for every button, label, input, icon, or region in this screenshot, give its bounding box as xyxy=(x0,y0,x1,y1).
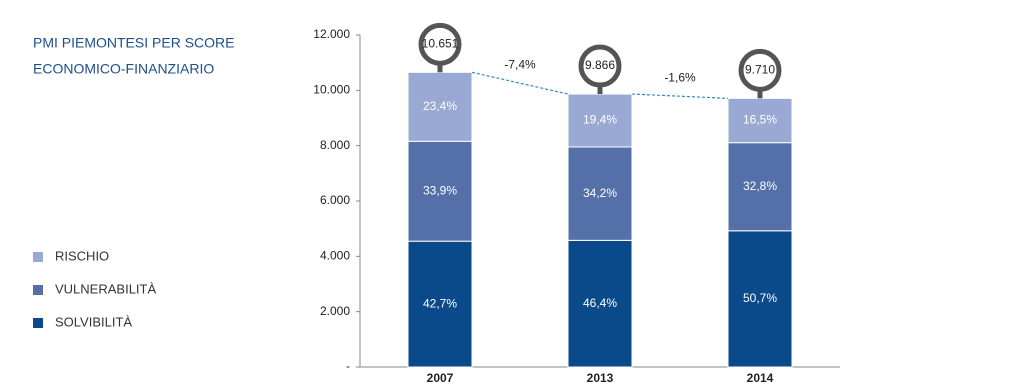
x-tick-label: 2007 xyxy=(427,371,454,385)
change-line xyxy=(631,93,729,99)
y-tick-label: 8.000 xyxy=(320,138,350,152)
total-label: 10.651 xyxy=(422,36,459,50)
legend-label: VULNERABILITÀ xyxy=(55,281,156,296)
data-label: 50,7% xyxy=(743,291,777,305)
bar-segment xyxy=(727,97,793,144)
chart-title: ECONOMICO-FINANZIARIO xyxy=(33,61,214,77)
bar-segment xyxy=(567,239,633,368)
data-label: 32,8% xyxy=(743,179,777,193)
change-line xyxy=(471,71,569,95)
change-label: -1,6% xyxy=(664,70,696,84)
legend-label: RISCHIO xyxy=(55,248,109,263)
y-tick-label: - xyxy=(346,359,350,373)
y-tick-label: 6.000 xyxy=(320,193,350,207)
y-tick-label: 12.000 xyxy=(313,27,350,41)
data-label: 23,4% xyxy=(423,99,457,113)
data-label: 34,2% xyxy=(583,186,617,200)
y-tick-label: 4.000 xyxy=(320,249,350,263)
bar-segment xyxy=(407,140,473,242)
legend-swatch xyxy=(33,285,43,295)
change-label: -7,4% xyxy=(504,57,536,71)
legend-swatch xyxy=(33,252,43,262)
total-bubble xyxy=(418,22,462,66)
chart-title: PMI PIEMONTESI PER SCORE xyxy=(33,35,234,51)
data-label: 33,9% xyxy=(423,183,457,197)
data-label: 42,7% xyxy=(423,296,457,310)
total-label: 9.710 xyxy=(745,63,775,77)
x-tick-label: 2013 xyxy=(587,371,614,385)
x-tick-label: 2014 xyxy=(747,371,774,385)
total-bubble xyxy=(738,48,782,92)
data-label: 16,5% xyxy=(743,113,777,127)
bar-segment xyxy=(567,146,633,241)
total-bubble xyxy=(578,44,622,88)
legend-label: SOLVIBILITÀ xyxy=(55,314,132,329)
y-tick-label: 2.000 xyxy=(320,304,350,318)
bar-segment xyxy=(727,142,793,232)
bar-segment xyxy=(407,71,473,142)
data-label: 19,4% xyxy=(583,113,617,127)
bar-segment xyxy=(407,240,473,368)
data-label: 46,4% xyxy=(583,296,617,310)
y-tick-label: 10.000 xyxy=(313,83,350,97)
total-label: 9.866 xyxy=(585,58,615,72)
bar-segment xyxy=(567,93,633,148)
legend-swatch xyxy=(33,318,43,328)
